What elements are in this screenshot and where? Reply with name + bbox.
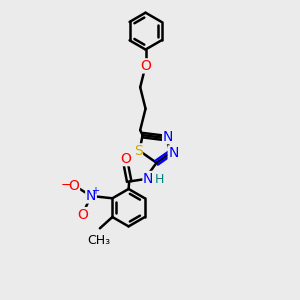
- Text: S: S: [134, 144, 142, 158]
- Text: CH₃: CH₃: [87, 234, 110, 247]
- Text: −: −: [61, 179, 72, 192]
- Text: O: O: [120, 152, 131, 166]
- Text: O: O: [77, 208, 88, 222]
- Text: +: +: [92, 186, 99, 196]
- Text: H: H: [155, 173, 164, 186]
- Text: N: N: [163, 130, 173, 144]
- Text: O: O: [140, 59, 151, 73]
- Text: N: N: [143, 172, 153, 185]
- Text: N: N: [86, 189, 96, 203]
- Text: O: O: [69, 179, 80, 193]
- Text: N: N: [168, 146, 179, 160]
